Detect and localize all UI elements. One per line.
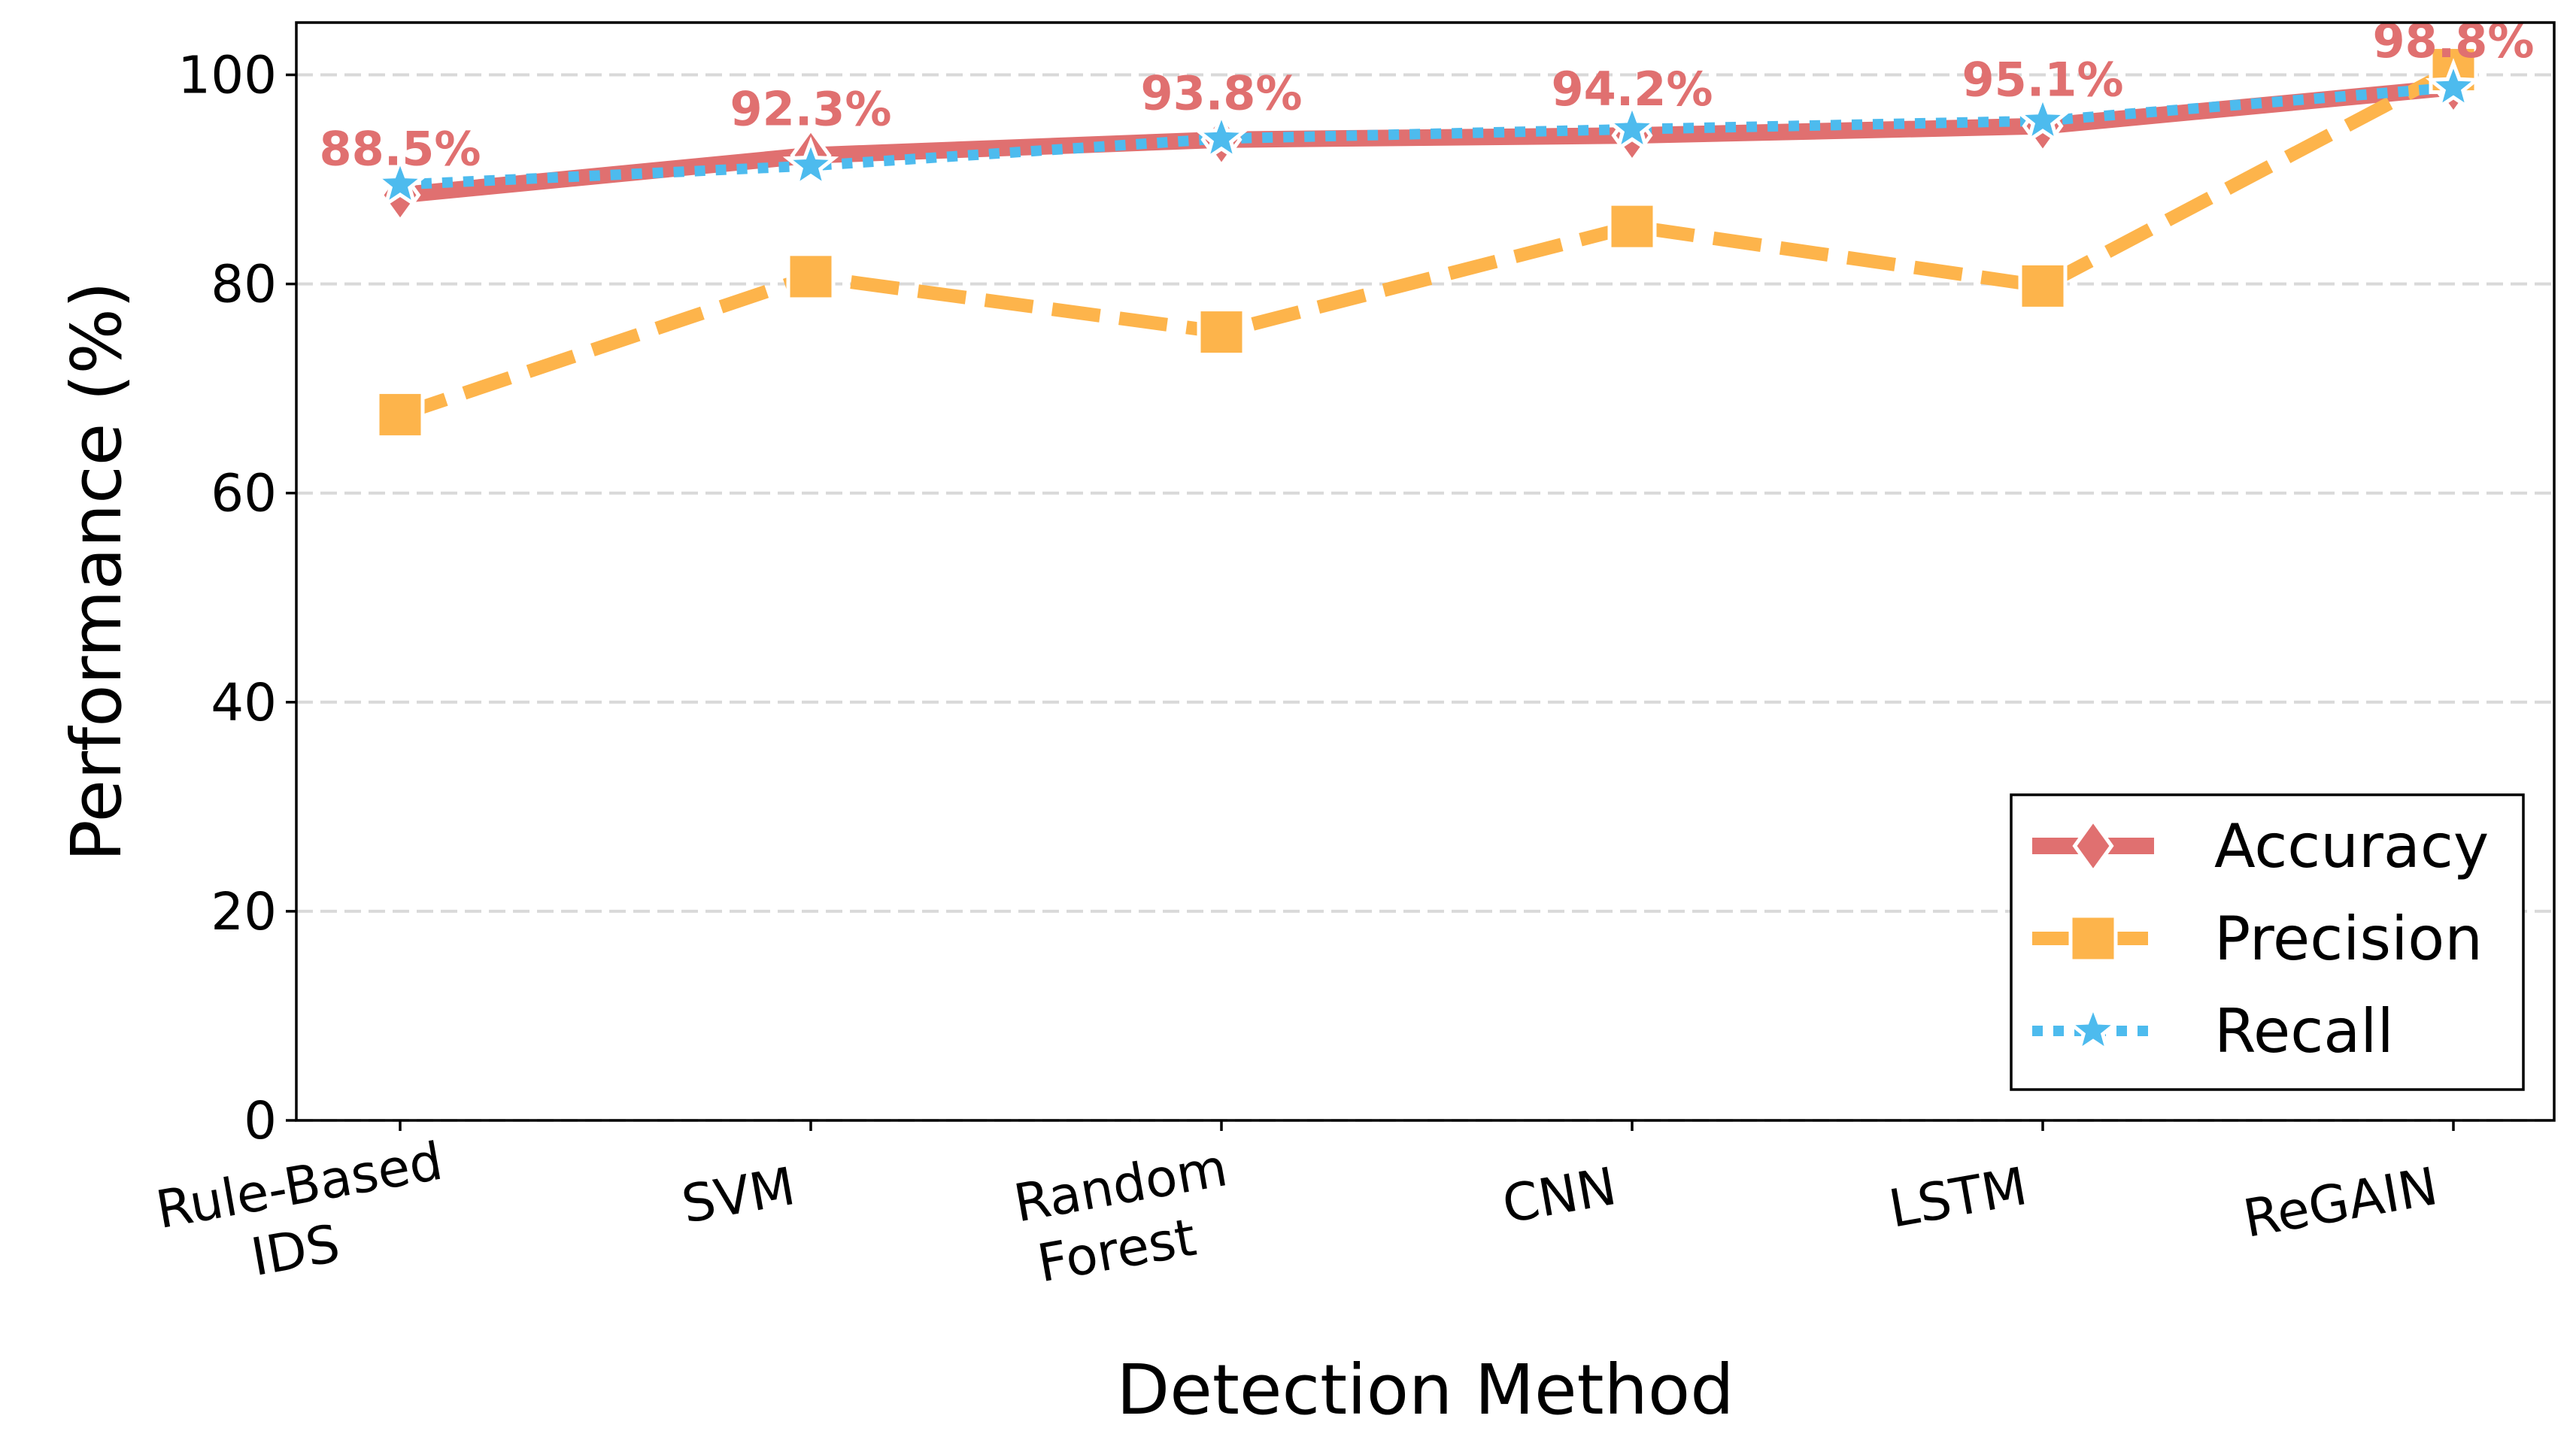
point-recall: [2425, 58, 2482, 111]
x-tick-label-line: CNN: [1498, 1156, 1621, 1235]
series-lines: [398, 63, 2457, 421]
legend-label: Precision: [2214, 904, 2483, 974]
point-precision: [1197, 308, 1246, 357]
series-line-recall: [399, 82, 2454, 190]
x-tick-label: CNN: [1498, 1156, 1621, 1235]
point-recall: [1193, 109, 1250, 162]
series-markers: [372, 45, 2482, 439]
legend-swatch-marker: [2068, 914, 2118, 963]
x-tick-label: SVM: [678, 1156, 800, 1235]
legend-label: Recall: [2214, 996, 2394, 1066]
x-axis-title: Detection Method: [1116, 1350, 1734, 1430]
y-axis-title: Performance (%): [56, 281, 137, 861]
series-line-precision: [398, 63, 2457, 421]
y-tick-label: 40: [211, 673, 277, 733]
x-tick-label: ReGAIN: [2239, 1156, 2442, 1250]
x-tick-label-line: SVM: [678, 1156, 800, 1235]
legend-swatch-marker: [2065, 1001, 2122, 1055]
y-tick-label: 80: [211, 255, 277, 315]
point-precision: [2018, 261, 2068, 311]
data-label: 92.3%: [730, 82, 891, 137]
point-recall: [1604, 99, 1661, 153]
point-precision: [375, 390, 425, 439]
y-tick-label: 20: [211, 882, 277, 942]
point-recall: [2014, 91, 2071, 145]
y-tick-label: 0: [244, 1091, 277, 1151]
legend-swatch-marker: [2072, 817, 2114, 875]
point-precision: [1607, 202, 1657, 251]
x-tick-label-line: IDS: [247, 1214, 344, 1288]
legend-label: Accuracy: [2214, 811, 2489, 881]
y-tick-label: 60: [211, 464, 277, 524]
legend: Accuracy Precision Recall: [2010, 793, 2525, 1091]
point-recall: [782, 136, 839, 190]
data-label: 93.8%: [1140, 66, 1302, 121]
x-tick-label: LSTM: [1885, 1156, 2031, 1240]
series-line-accuracy: [399, 79, 2455, 204]
data-label: 95.1%: [1962, 53, 2123, 108]
data-label: 88.5%: [319, 121, 481, 176]
x-tick-label-line: ReGAIN: [2239, 1156, 2442, 1250]
plot-area-border: [295, 21, 2556, 1122]
x-tick-label: RandomForest: [1009, 1138, 1242, 1296]
x-tick-label-line: LSTM: [1885, 1156, 2031, 1240]
x-tick-label: Rule-BasedIDS: [152, 1132, 458, 1303]
point-precision: [786, 252, 836, 302]
data-label: 94.2%: [1551, 62, 1713, 117]
axes: 0 20 40 60 80 100 Rule-BasedIDS SVM RandomForest…: [152, 46, 2455, 1303]
data-labels: 88.5%92.3% 93.8% 94.2% 95.1%98.8%: [319, 14, 2534, 176]
y-tick-label: 100: [177, 46, 277, 106]
point-recall: [372, 155, 429, 209]
